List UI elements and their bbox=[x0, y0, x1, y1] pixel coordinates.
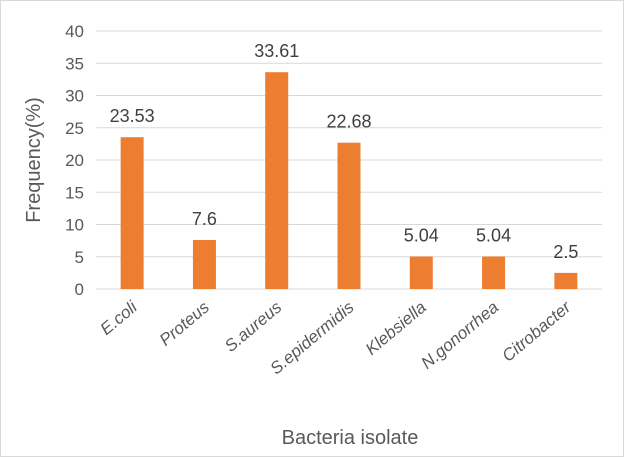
x-category-label: Proteus bbox=[156, 297, 213, 350]
bar-citrobacter bbox=[554, 272, 578, 289]
data-label: 7.6 bbox=[192, 209, 217, 229]
y-tick-label: 20 bbox=[65, 151, 84, 170]
data-labels: 23.53 7.6 33.61 22.68 5.04 5.04 2.5 bbox=[110, 41, 579, 262]
x-axis-title: Bacteria isolate bbox=[282, 427, 419, 449]
y-tick-labels: 0 5 10 15 20 25 30 35 40 bbox=[65, 22, 84, 299]
x-category-label: Citrobacter bbox=[499, 297, 576, 366]
x-category-label: S.aureus bbox=[221, 297, 286, 356]
data-label: 2.5 bbox=[553, 242, 578, 262]
bar-proteus bbox=[192, 239, 216, 289]
y-tick-label: 35 bbox=[65, 54, 84, 73]
bar-s-epidermidis bbox=[337, 142, 361, 289]
y-tick-label: 30 bbox=[65, 87, 84, 106]
y-tick-label: 10 bbox=[65, 216, 84, 235]
bars bbox=[120, 72, 578, 289]
data-label: 23.53 bbox=[110, 106, 155, 126]
y-tick-label: 0 bbox=[75, 280, 84, 299]
x-category-label: E.coli bbox=[97, 297, 142, 339]
data-label: 22.68 bbox=[326, 112, 371, 132]
y-tick-label: 15 bbox=[65, 183, 84, 202]
bar-s-aureus bbox=[265, 72, 289, 289]
y-tick-label: 25 bbox=[65, 119, 84, 138]
data-label: 33.61 bbox=[254, 41, 299, 61]
gridlines bbox=[96, 30, 602, 290]
y-tick-label: 40 bbox=[65, 22, 84, 41]
bar-n-gonorrhea bbox=[482, 256, 506, 289]
bar-e-coli bbox=[120, 137, 144, 289]
y-tick-label: 5 bbox=[75, 248, 84, 267]
bar-klebsiella bbox=[409, 256, 433, 289]
x-category-label: N.gonorrhea bbox=[418, 298, 503, 373]
x-category-label: Klebsiella bbox=[362, 298, 430, 359]
data-label: 5.04 bbox=[404, 225, 439, 245]
y-axis-title: Frequency(%) bbox=[23, 97, 45, 223]
data-label: 5.04 bbox=[476, 225, 511, 245]
